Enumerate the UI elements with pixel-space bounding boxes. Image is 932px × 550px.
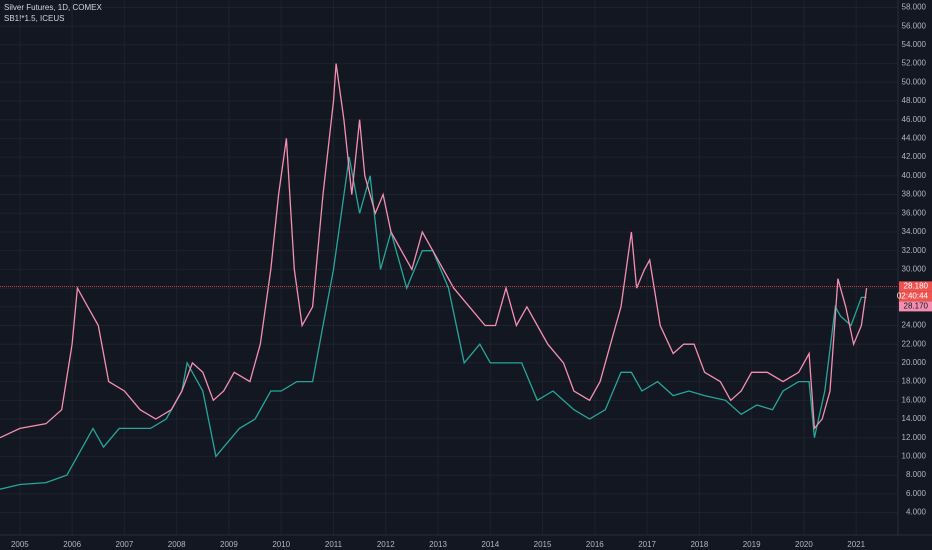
y-tick-label: 46.000 xyxy=(902,115,927,124)
y-tick-label: 44.000 xyxy=(902,134,927,143)
countdown-label: 02:40:44 xyxy=(897,292,929,301)
x-tick-label: 2010 xyxy=(272,540,290,549)
y-tick-label: 16.000 xyxy=(902,395,927,404)
y-tick-label: 22.000 xyxy=(902,339,927,348)
y-tick-label: 54.000 xyxy=(902,40,927,49)
x-tick-label: 2019 xyxy=(743,540,761,549)
y-tick-label: 42.000 xyxy=(902,152,927,161)
y-tick-label: 4.000 xyxy=(906,508,927,517)
x-tick-label: 2009 xyxy=(220,540,238,549)
x-tick-label: 2016 xyxy=(586,540,604,549)
countdown-tag xyxy=(899,291,932,302)
legend-entry: SB1!*1.5, ICEUS xyxy=(4,14,64,23)
compare-tag xyxy=(899,301,932,312)
y-tick-label: 8.000 xyxy=(906,470,927,479)
compare-tag-label: 28.170 xyxy=(904,302,929,311)
x-tick-label: 2018 xyxy=(690,540,708,549)
x-tick-label: 2014 xyxy=(481,540,499,549)
y-tick-label: 12.000 xyxy=(902,433,927,442)
y-tick-label: 36.000 xyxy=(902,208,927,217)
x-tick-label: 2021 xyxy=(847,540,865,549)
y-tick-label: 14.000 xyxy=(902,414,927,423)
x-tick-label: 2007 xyxy=(116,540,134,549)
y-tick-label: 30.000 xyxy=(902,264,927,273)
price-tag-label: 28.180 xyxy=(904,282,929,291)
y-tick-label: 50.000 xyxy=(902,77,927,86)
x-tick-label: 2015 xyxy=(534,540,552,549)
y-tick-label: 48.000 xyxy=(902,96,927,105)
x-tick-label: 2011 xyxy=(325,540,343,549)
y-tick-label: 38.000 xyxy=(902,190,927,199)
x-tick-label: 2006 xyxy=(63,540,81,549)
price-tag xyxy=(899,281,932,292)
y-tick-label: 18.000 xyxy=(902,377,927,386)
series-line xyxy=(0,63,868,439)
y-tick-label: 34.000 xyxy=(902,227,927,236)
y-tick-label: 24.000 xyxy=(902,321,927,330)
y-tick-label: 32.000 xyxy=(902,246,927,255)
y-tick-label: 56.000 xyxy=(902,21,927,30)
y-tick-label: 40.000 xyxy=(902,171,927,180)
x-tick-label: 2013 xyxy=(429,540,447,549)
x-tick-label: 2005 xyxy=(11,540,29,549)
x-tick-label: 2020 xyxy=(795,540,813,549)
x-tick-label: 2012 xyxy=(377,540,395,549)
x-tick-label: 2017 xyxy=(638,540,656,549)
y-tick-label: 52.000 xyxy=(902,59,927,68)
legend-entry: Silver Futures, 1D, COMEX xyxy=(4,3,102,12)
y-tick-label: 58.000 xyxy=(902,3,927,12)
y-tick-label: 20.000 xyxy=(902,358,927,367)
x-tick-label: 2008 xyxy=(168,540,186,549)
y-tick-label: 6.000 xyxy=(906,489,927,498)
y-tick-label: 10.000 xyxy=(902,452,927,461)
